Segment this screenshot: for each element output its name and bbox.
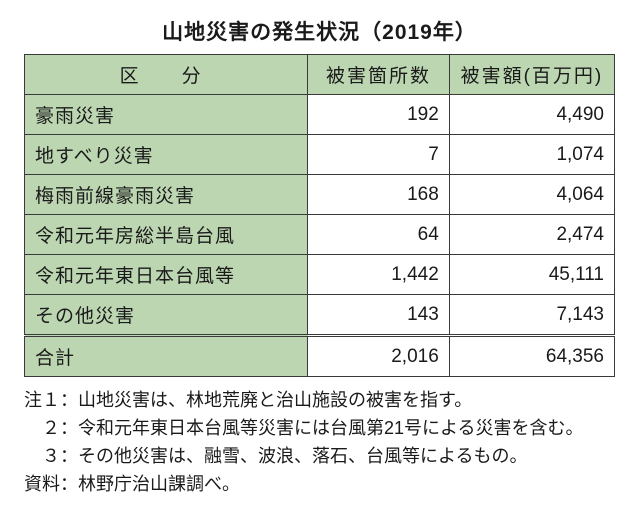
- table-row: 令和元年東日本台風等 1,442 45,111: [25, 255, 615, 295]
- cell-value: 1,074: [449, 135, 614, 175]
- cell-category: 地すべり災害: [25, 135, 308, 175]
- cell-category: 令和元年房総半島台風: [25, 215, 308, 255]
- table-row: 梅雨前線豪雨災害 168 4,064: [25, 175, 615, 215]
- footnote-text: 令和元年東日本台風等災害には台風第21号による災害を含む。: [78, 415, 615, 443]
- cell-value: 4,490: [449, 95, 614, 135]
- cell-value: 45,111: [449, 255, 614, 295]
- footnote-label: 注１：: [24, 387, 78, 415]
- table-row: その他災害 143 7,143: [25, 295, 615, 336]
- col-header-count: 被害箇所数: [308, 55, 450, 95]
- col-header-value: 被害額(百万円): [449, 55, 614, 95]
- cell-value: 2,474: [449, 215, 614, 255]
- footnote: ２： 令和元年東日本台風等災害には台風第21号による災害を含む。: [24, 415, 615, 443]
- footnote: 注１： 山地災害は、林地荒廃と治山施設の被害を指す。: [24, 387, 615, 415]
- cell-total-value: 64,356: [449, 336, 614, 377]
- source-label: 資料：: [24, 471, 78, 499]
- cell-category: 梅雨前線豪雨災害: [25, 175, 308, 215]
- footnote-text: その他災害は、融雪、波浪、落石、台風等によるもの。: [78, 443, 615, 471]
- cell-count: 64: [308, 215, 450, 255]
- disaster-table: 区 分 被害箇所数 被害額(百万円) 豪雨災害 192 4,490 地すべり災害…: [24, 54, 615, 377]
- cell-category: 豪雨災害: [25, 95, 308, 135]
- cell-total-count: 2,016: [308, 336, 450, 377]
- footnote-label: ３：: [24, 443, 78, 471]
- page-title: 山地災害の発生状況（2019年）: [24, 16, 615, 46]
- cell-value: 7,143: [449, 295, 614, 336]
- cell-count: 143: [308, 295, 450, 336]
- cell-count: 1,442: [308, 255, 450, 295]
- table-row: 地すべり災害 7 1,074: [25, 135, 615, 175]
- footnotes: 注１： 山地災害は、林地荒廃と治山施設の被害を指す。 ２： 令和元年東日本台風等…: [24, 387, 615, 499]
- source-text: 林野庁治山課調べ。: [78, 471, 615, 499]
- table-row: 豪雨災害 192 4,490: [25, 95, 615, 135]
- cell-value: 4,064: [449, 175, 614, 215]
- col-header-category: 区 分: [25, 55, 308, 95]
- source-line: 資料： 林野庁治山課調べ。: [24, 471, 615, 499]
- footnote-text: 山地災害は、林地荒廃と治山施設の被害を指す。: [78, 387, 615, 415]
- cell-count: 168: [308, 175, 450, 215]
- footnote: ３： その他災害は、融雪、波浪、落石、台風等によるもの。: [24, 443, 615, 471]
- cell-count: 7: [308, 135, 450, 175]
- cell-count: 192: [308, 95, 450, 135]
- footnote-label: ２：: [24, 415, 78, 443]
- table-header-row: 区 分 被害箇所数 被害額(百万円): [25, 55, 615, 95]
- table-row: 令和元年房総半島台風 64 2,474: [25, 215, 615, 255]
- cell-total-label: 合計: [25, 336, 308, 377]
- cell-category: その他災害: [25, 295, 308, 336]
- cell-category: 令和元年東日本台風等: [25, 255, 308, 295]
- table-total-row: 合計 2,016 64,356: [25, 336, 615, 377]
